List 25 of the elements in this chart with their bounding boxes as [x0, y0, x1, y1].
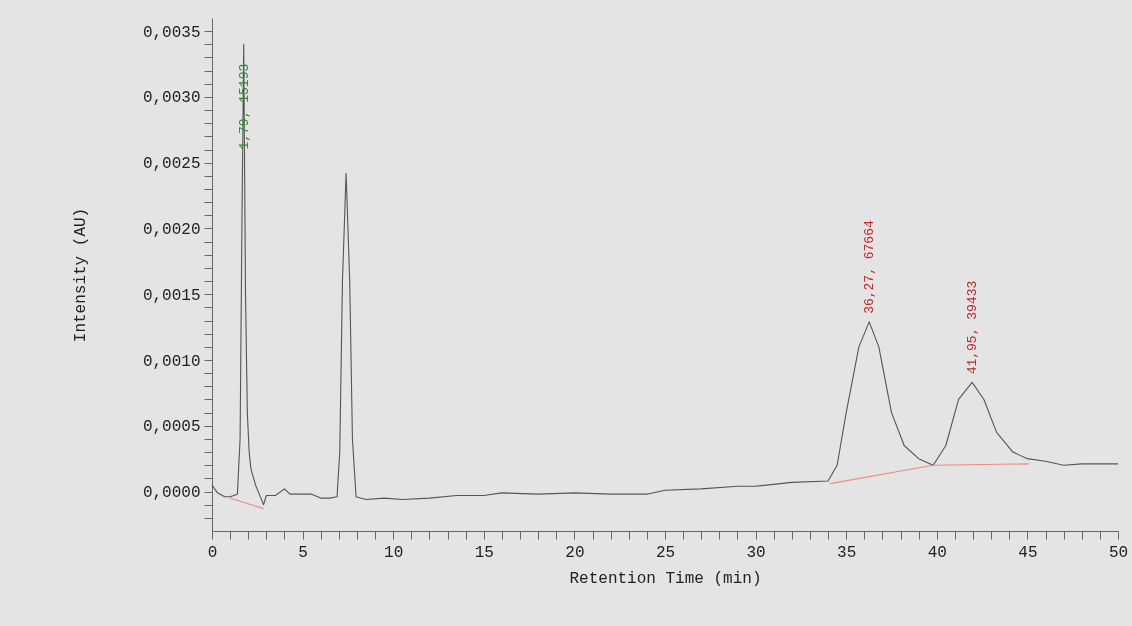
y-tick-label: 0,0000: [142, 484, 201, 503]
x-tick-label: 25: [655, 543, 676, 562]
x-tick-label: 10: [384, 543, 404, 562]
line-series: [211, 43, 1119, 506]
x-tick-label: 15: [474, 543, 494, 562]
x-tick-label: 35: [837, 543, 857, 562]
x-axis-title: Retention Time (min): [569, 569, 762, 588]
y-tick-label: 0,0005: [142, 418, 201, 437]
x-tick-label: 40: [927, 543, 947, 562]
x-tick-label: 30: [746, 543, 766, 562]
y-tick-label: 0,0015: [142, 286, 201, 305]
y-tick-label: 0,0035: [142, 23, 201, 42]
annotation: 41,95, 39433: [965, 280, 981, 375]
y-axis-title: Intensity (AU): [71, 207, 90, 343]
y-tick-label: 0,0010: [142, 352, 201, 371]
y-tick-label: 0,0020: [142, 220, 201, 239]
x-tick-label: 5: [298, 543, 308, 562]
annotation: 36,27, 67664: [862, 220, 878, 314]
annotation: 1,79, 15193: [237, 63, 253, 150]
x-tick-label: 0: [207, 543, 218, 562]
x-tick-label: 50: [1108, 543, 1129, 562]
x-tick-label: 45: [1018, 543, 1038, 562]
y-tick-label: 0,0025: [142, 155, 201, 174]
x-tick-label: 20: [565, 543, 585, 562]
y-tick-label: 0,0030: [142, 89, 201, 108]
